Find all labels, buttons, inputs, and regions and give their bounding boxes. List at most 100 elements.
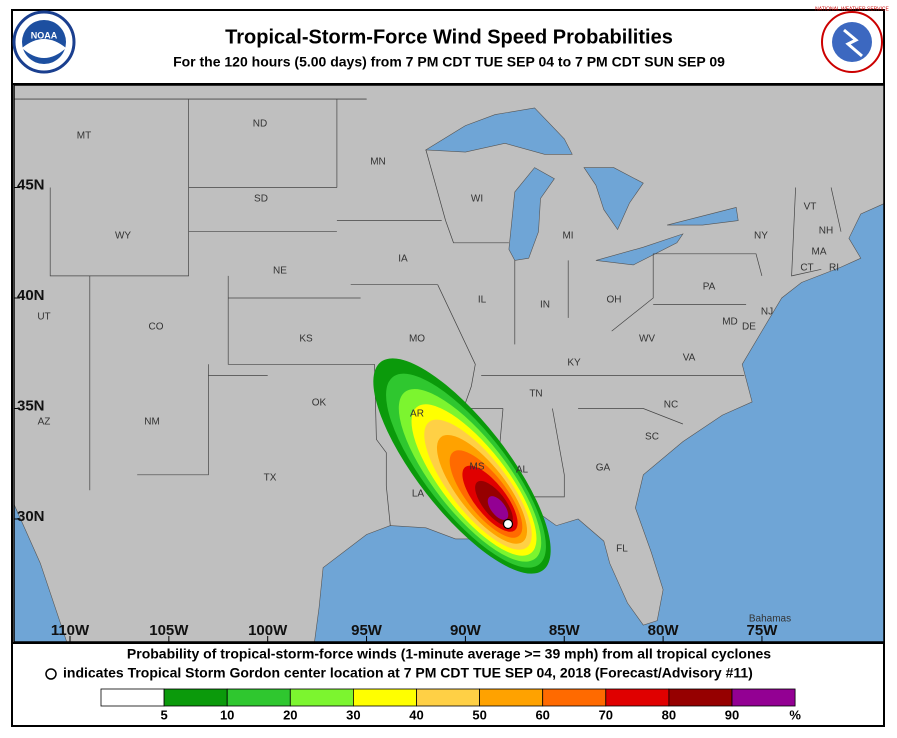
lat-label: 35N bbox=[17, 397, 45, 414]
legend-swatch bbox=[163, 688, 228, 707]
place-label: LA bbox=[412, 489, 425, 500]
nws-logo: NATIONAL WEATHER SERVICE bbox=[815, 6, 890, 73]
place-label: AR bbox=[410, 409, 424, 420]
legend-label: 80 bbox=[662, 707, 676, 722]
lon-label: 110W bbox=[51, 622, 90, 639]
place-label: IN bbox=[540, 300, 550, 311]
place-label: SD bbox=[254, 194, 268, 205]
lon-label: 85W bbox=[549, 622, 581, 639]
legend: 5 10 20 30 40 50 60 70 80 90% bbox=[100, 688, 801, 722]
place-label: NY bbox=[754, 231, 768, 242]
place-label: MS bbox=[470, 462, 485, 473]
place-label: UT bbox=[37, 312, 50, 323]
pacific bbox=[14, 503, 68, 642]
legend-label: 40 bbox=[409, 707, 423, 722]
place-label: NM bbox=[144, 417, 160, 428]
title: Tropical-Storm-Force Wind Speed Probabil… bbox=[225, 26, 673, 48]
legend-label: 50 bbox=[472, 707, 486, 722]
legend-swatch bbox=[100, 688, 165, 707]
lat-label: 40N bbox=[17, 287, 45, 304]
lat-label: 45N bbox=[17, 176, 45, 193]
legend-swatch bbox=[731, 688, 796, 707]
place-label: Bahamas bbox=[749, 614, 791, 625]
place-label: AL bbox=[516, 465, 529, 476]
place-label: WI bbox=[471, 194, 483, 205]
place-label: VT bbox=[804, 202, 817, 213]
legend-swatch bbox=[416, 688, 480, 707]
place-label: DE bbox=[742, 322, 756, 333]
border bbox=[137, 364, 209, 476]
legend-label: 10 bbox=[220, 707, 234, 722]
subtitle: For the 120 hours (5.00 days) from 7 PM … bbox=[173, 54, 725, 70]
border bbox=[578, 408, 684, 425]
border bbox=[374, 364, 391, 526]
probability-contour bbox=[487, 496, 509, 520]
legend-label: 5 bbox=[160, 707, 167, 722]
storm-center bbox=[502, 518, 514, 530]
border bbox=[611, 253, 654, 332]
legend-label: 20 bbox=[283, 707, 297, 722]
legend-swatch bbox=[668, 688, 733, 707]
legend-label: 90 bbox=[725, 707, 739, 722]
place-label: CT bbox=[800, 263, 813, 274]
place-label: NE bbox=[273, 266, 287, 277]
place-label: CO bbox=[149, 322, 164, 333]
center-symbol bbox=[45, 668, 57, 680]
border bbox=[425, 149, 509, 244]
place-label: NH bbox=[819, 226, 833, 237]
lat-label: 30N bbox=[17, 508, 45, 525]
place-label: MI bbox=[562, 231, 573, 242]
place-label: ND bbox=[253, 119, 267, 130]
logo-text: NOAA bbox=[31, 30, 58, 40]
place-label: RI bbox=[829, 263, 839, 274]
lake bbox=[583, 167, 644, 231]
place-label: FL bbox=[616, 544, 628, 555]
place-label: MO bbox=[409, 334, 425, 345]
border bbox=[227, 275, 375, 365]
legend-unit: % bbox=[789, 707, 801, 722]
place-label: WY bbox=[115, 231, 131, 242]
lon-label: 75W bbox=[747, 622, 779, 639]
lon-label: 100W bbox=[248, 622, 288, 639]
place-label: IA bbox=[398, 254, 408, 265]
place-label: OK bbox=[312, 398, 327, 409]
place-label: IL bbox=[478, 295, 487, 306]
legend-swatch bbox=[289, 688, 354, 707]
legend-label: 60 bbox=[535, 707, 549, 722]
place-label: MA bbox=[812, 247, 827, 258]
place-label: NJ bbox=[761, 307, 773, 318]
border bbox=[653, 253, 763, 276]
lake bbox=[595, 233, 684, 266]
lake bbox=[508, 167, 555, 261]
lake bbox=[424, 107, 573, 155]
noaa-logo: NOAA bbox=[12, 10, 76, 74]
legend-label: 30 bbox=[346, 707, 360, 722]
place-label: TX bbox=[264, 473, 277, 484]
legend-label: 70 bbox=[599, 707, 613, 722]
place-label: GA bbox=[596, 463, 611, 474]
lon-label: 80W bbox=[648, 622, 680, 639]
place-label: WV bbox=[639, 334, 655, 345]
place-label: SC bbox=[645, 432, 659, 443]
footer-line: Probability of tropical-storm-force wind… bbox=[127, 646, 771, 662]
place-label: AZ bbox=[38, 417, 51, 428]
border bbox=[830, 187, 842, 232]
place-label: KS bbox=[299, 334, 313, 345]
place-label: VA bbox=[683, 353, 696, 364]
ocean bbox=[314, 203, 884, 642]
place-label: KY bbox=[567, 358, 581, 369]
place-label: NC bbox=[664, 400, 678, 411]
place-label: OH bbox=[607, 295, 622, 306]
lon-label: 105W bbox=[149, 622, 189, 639]
place-label: MD bbox=[722, 317, 738, 328]
footer-line: indicates Tropical Storm Gordon center l… bbox=[63, 665, 753, 681]
border bbox=[791, 187, 822, 277]
place-label: TN bbox=[529, 389, 542, 400]
legend-swatch bbox=[479, 688, 544, 707]
legend-swatch bbox=[352, 688, 417, 707]
lake bbox=[667, 207, 739, 226]
place-label: PA bbox=[703, 282, 716, 293]
legend-swatch bbox=[605, 688, 670, 707]
map-layer bbox=[14, 85, 884, 642]
